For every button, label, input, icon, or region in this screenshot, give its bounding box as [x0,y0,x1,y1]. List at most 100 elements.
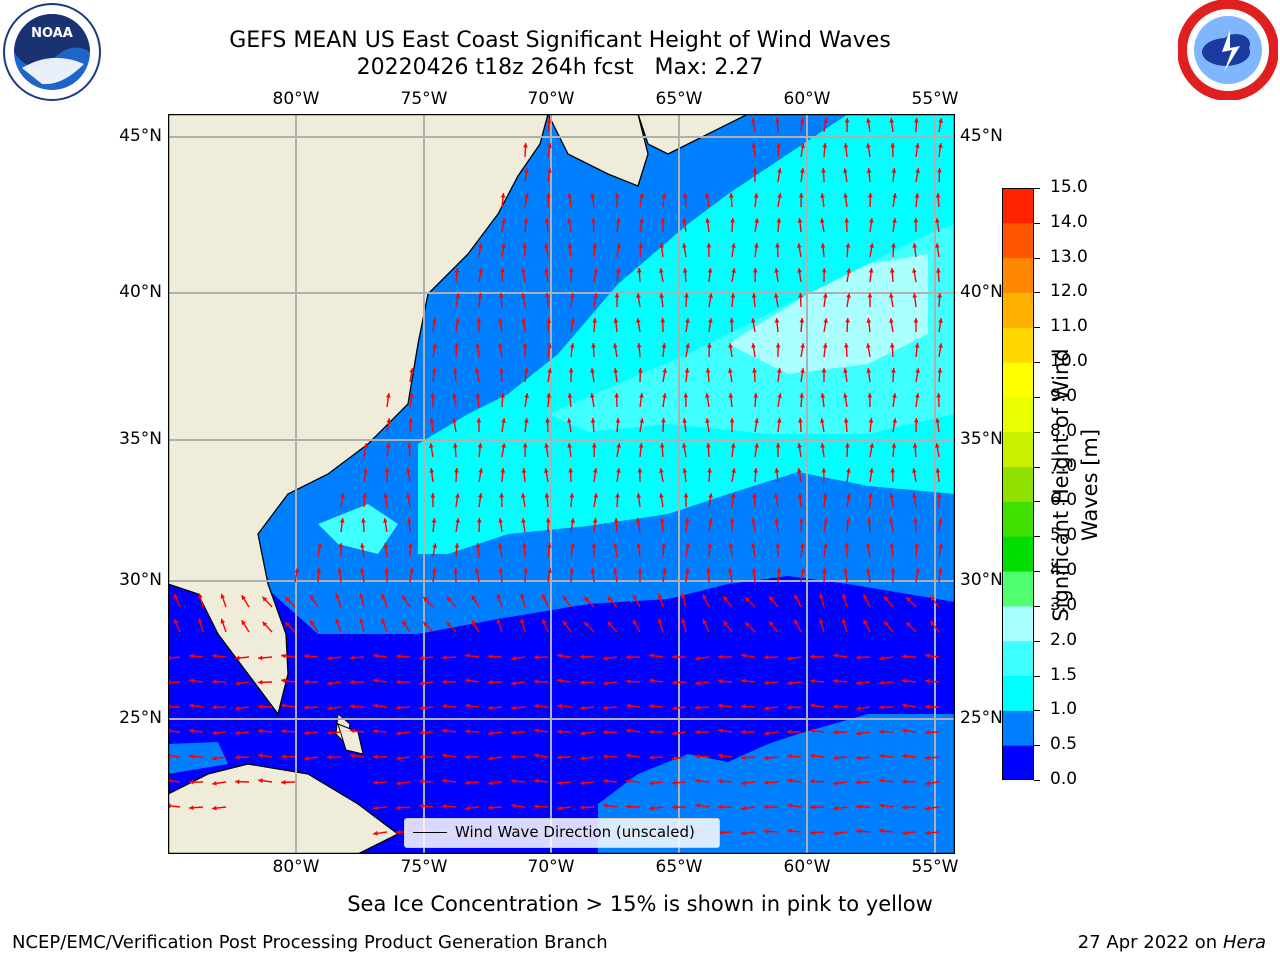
wave-direction-arrowhead [521,318,527,323]
wave-direction-arrowhead [542,619,547,625]
wave-direction-arrowhead [373,678,378,683]
wave-direction-arrowhead [662,568,667,573]
wave-direction-arrowhead [547,368,552,373]
wave-direction-arrowhead [776,368,782,373]
wave-direction-arrowhead [753,393,759,398]
wave-direction-arrowhead [455,318,460,323]
wave-direction-arrowhead [580,755,585,761]
wave-direction-arrowhead [432,318,437,323]
wave-direction-arrowhead [819,618,824,624]
wave-direction-arrowhead [304,653,309,659]
wave-direction-arrowhead [567,418,572,423]
wave-direction-arrowhead [776,418,782,423]
wave-direction-arrowhead [869,218,874,223]
wave-direction-arrowhead [520,593,525,599]
wave-direction-arrowhead [603,729,608,735]
wave-direction-arrowhead [787,729,792,735]
wave-direction-arrowhead [833,755,838,761]
wave-direction-arrowhead [718,753,723,759]
wave-direction-arrowhead [419,655,424,661]
wave-direction-arrowhead [593,293,598,298]
colorbar-swatch [1002,536,1034,572]
wave-direction-arrowhead [636,293,641,298]
wave-direction-arrowhead [741,780,746,786]
wave-direction-arrowhead [820,193,825,198]
wave-direction-arrowhead [442,728,447,734]
wave-direction-arrowhead [659,518,665,523]
wave-direction-arrowhead [842,593,847,599]
wave-direction-arrowhead [402,620,407,626]
wave-direction-arrowhead [787,680,792,686]
colorbar-ticks: 0.0 0.5 1.0 1.5 2.0 3.0 4.0 5.0 6.0 7.0 8.0 9.0 10.0… [1034,0,1104,960]
lat-tick-left: 45°N [119,126,162,146]
colorbar-swatch [1002,710,1034,746]
wave-direction-arrowhead [844,118,850,123]
wave-direction-arrowhead [741,678,746,684]
wave-direction-arrowhead [544,443,549,448]
colorbar-tick-mark [1034,675,1040,677]
wave-direction-arrowhead [235,730,240,736]
wave-direction-arrowhead [685,543,690,548]
wave-direction-arrowhead [327,655,332,661]
wave-direction-arrowhead [638,443,644,448]
wave-direction-arrowhead [754,443,759,448]
wave-direction-arrowhead [373,780,378,785]
wave-direction-arrowhead [884,596,889,602]
wave-direction-arrowhead [498,568,504,573]
wave-direction-arrowhead [546,318,552,323]
wave-direction-arrowhead [189,805,194,811]
wave-direction-arrowhead [384,468,390,473]
wave-direction-arrowhead [856,705,861,711]
wave-direction-arrowhead [363,443,368,448]
wave-direction-arrowhead [822,343,828,348]
wave-direction-arrowhead [751,118,756,123]
wave-direction-arrowhead [823,518,828,523]
wave-direction-arrowhead [863,619,868,625]
wave-direction-arrowhead [937,568,943,573]
wave-direction-arrowhead [776,218,782,223]
wave-direction-arrowhead [544,268,549,273]
wave-direction-arrowhead [557,729,562,734]
wave-direction-arrowhead [682,243,687,248]
colorbar-tick-label: 3.0 [1050,594,1078,615]
wave-direction-arrowhead [590,418,596,423]
wave-direction-arrowhead [866,568,871,573]
wave-direction-arrowhead [672,780,677,786]
wave-direction-arrowhead [845,518,851,523]
wave-direction-arrowhead [649,780,654,786]
wave-direction-arrowhead [884,621,889,627]
wave-direction-arrowhead [639,193,644,198]
wave-direction-arrowhead [570,518,575,523]
wave-direction-arrowhead [408,418,413,423]
wave-direction-arrowhead [258,728,263,734]
colorbar-tick-label: 13.0 [1050,246,1088,267]
wind-wave-direction-arrows [165,117,943,836]
wave-direction-arrowhead [753,468,759,473]
wave-direction-arrowhead [913,218,919,223]
colorbar-swatch [1002,327,1034,363]
wave-direction-arrowhead [925,678,930,684]
wave-direction-arrowhead [937,168,942,173]
wave-direction-arrowhead [889,518,894,523]
wave-direction-arrowhead [475,343,481,348]
colorbar-tick-mark [1034,571,1040,573]
wave-direction-arrowhead [659,468,664,473]
wave-direction-arrowhead [925,704,930,710]
wave-direction-arrowhead [777,393,782,398]
wave-direction-arrowhead [476,318,482,323]
wave-direction-arrowhead [866,143,871,148]
wave-direction-arrowhead [879,655,884,661]
wave-direction-arrowhead [925,730,930,735]
colorbar-frame [1002,188,1034,780]
wave-direction-arrowhead [682,268,688,273]
footer-date-text: 27 Apr 2022 on [1077,932,1223,953]
wave-direction-arrowhead [682,418,688,423]
wave-direction-arrowhead [683,393,689,398]
colorbar-tick-label: 10.0 [1050,351,1088,372]
wave-direction-arrowhead [580,805,585,810]
wave-direction-arrowhead [294,568,299,573]
wave-direction-arrowhead [569,568,574,573]
wave-direction-arrowhead [593,493,598,498]
colorbar-tick-mark [1034,605,1040,607]
wave-direction-arrowhead [212,755,217,761]
